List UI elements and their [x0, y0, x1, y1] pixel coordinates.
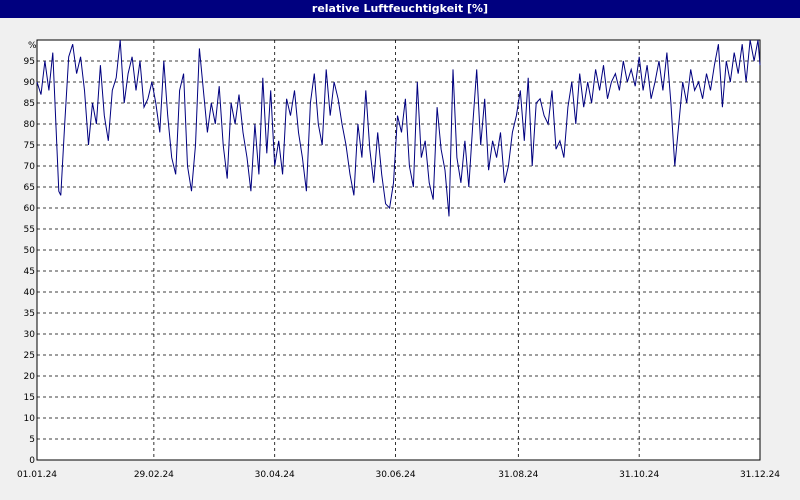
y-tick-label-75: 75 [24, 141, 35, 151]
y-tick-label-45: 45 [24, 267, 35, 277]
y-tick-label-0: 0 [29, 456, 35, 466]
y-axis-tick-labels: 0 5 10 15 20 25 30 35 40 45 50 55 60 65 70 75 80 85 90 95 [24, 57, 36, 466]
y-tick-label-35: 35 [24, 309, 35, 319]
y-tick-label-50: 50 [24, 246, 36, 256]
x-tick-label-2024-06-30: 30.06.24 [375, 470, 415, 480]
y-tick-label-80: 80 [24, 120, 36, 130]
x-tick-label-2024-12-31: 31.12.24 [740, 470, 780, 480]
y-tick-label-15: 15 [24, 393, 35, 403]
y-tick-label-20: 20 [24, 372, 36, 382]
x-tick-label-2024-10-31: 31.10.24 [619, 470, 659, 480]
y-tick-label-85: 85 [24, 99, 35, 109]
y-tick-label-55: 55 [24, 225, 35, 235]
y-tick-label-25: 25 [24, 351, 35, 361]
y-tick-label-40: 40 [24, 288, 36, 298]
y-axis-unit-label: % [28, 41, 37, 51]
y-tick-label-60: 60 [24, 204, 36, 214]
y-tick-label-30: 30 [24, 330, 36, 340]
y-tick-label-70: 70 [24, 162, 36, 172]
y-tick-label-95: 95 [24, 57, 35, 67]
humidity-series-line [36, 39, 761, 217]
x-tick-label-2024-01-01: 01.01.24 [17, 470, 57, 480]
y-tick-label-10: 10 [24, 414, 36, 424]
vertical-gridlines [153, 40, 640, 460]
y-tick-label-5: 5 [29, 435, 35, 445]
y-tick-label-90: 90 [24, 78, 36, 88]
x-tick-label-2024-08-31: 31.08.24 [498, 470, 538, 480]
x-tick-label-2024-02-29: 29.02.24 [134, 470, 174, 480]
x-tick-label-2024-04-30: 30.04.24 [255, 470, 295, 480]
y-tick-label-65: 65 [24, 183, 35, 193]
x-axis-tick-labels: 01.01.24 29.02.24 30.04.24 30.06.24 31.08.24… [17, 470, 780, 480]
chart-title: relative Luftfeuchtigkeit [%] [0, 0, 800, 18]
